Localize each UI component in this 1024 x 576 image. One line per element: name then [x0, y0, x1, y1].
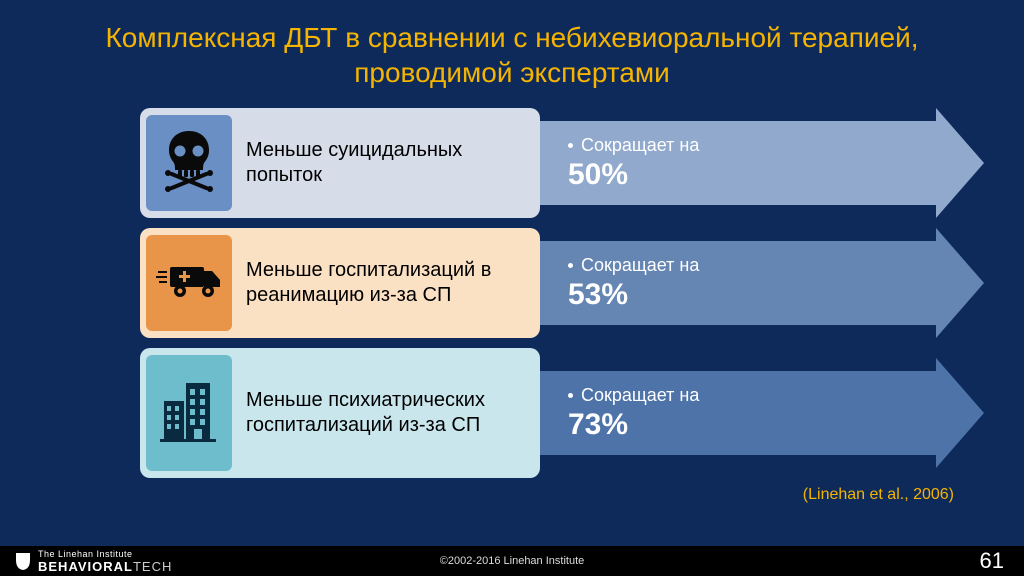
citation: (Linehan et al., 2006): [0, 486, 1024, 504]
row1-label: Меньше суицидальных попыток: [246, 138, 530, 188]
row3-label: Меньше психиатрических госпитализаций из…: [246, 388, 530, 438]
row-psych-hospitalizations: Меньше психиатрических госпитализаций из…: [140, 348, 984, 478]
ambulance-icon: [156, 259, 222, 308]
slide-title: Комплексная ДБТ в сравнении с небихевиор…: [0, 0, 1024, 100]
row2-bullet: Сокращает на: [568, 255, 936, 276]
hospital-icon: [158, 377, 220, 450]
skull-icon: [160, 129, 218, 198]
row3-arrow: Сокращает на 73%: [520, 348, 984, 478]
footer-logo: The Linehan Institute BEHAVIORALTECH: [0, 549, 172, 574]
row2-left-box: Меньше госпитализаций в реанимацию из-за…: [140, 228, 540, 338]
row2-percent: 53%: [568, 278, 936, 312]
bullet-icon: [568, 143, 573, 148]
footer-logo-light: TECH: [133, 559, 172, 574]
row1-bullet-text: Сокращает на: [581, 135, 699, 156]
row-er-hospitalizations: Меньше госпитализаций в реанимацию из-за…: [140, 228, 984, 338]
bullet-icon: [568, 263, 573, 268]
row2-label: Меньше госпитализаций в реанимацию из-за…: [246, 258, 530, 308]
row1-left-box: Меньше суицидальных попыток: [140, 108, 540, 218]
row3-left-box: Меньше психиатрических госпитализаций из…: [140, 348, 540, 478]
row1-bullet: Сокращает на: [568, 135, 936, 156]
logo-mark-icon: [14, 551, 32, 571]
row1-percent: 50%: [568, 158, 936, 192]
row1-icon-wrap: [146, 115, 232, 211]
row1-arrow: Сокращает на 50%: [520, 108, 984, 218]
row3-icon-wrap: [146, 355, 232, 471]
footer-page-number: 61: [980, 548, 1024, 574]
row-suicide-attempts: Меньше суицидальных попыток Сокращает на…: [140, 108, 984, 218]
comparison-rows: Меньше суицидальных попыток Сокращает на…: [0, 100, 1024, 478]
bullet-icon: [568, 393, 573, 398]
row3-bullet: Сокращает на: [568, 385, 936, 406]
slide-footer: The Linehan Institute BEHAVIORALTECH ©20…: [0, 546, 1024, 576]
footer-copyright: ©2002-2016 Linehan Institute: [440, 555, 585, 567]
footer-logo-bold: BEHAVIORAL: [38, 559, 133, 574]
row3-percent: 73%: [568, 408, 936, 442]
row2-bullet-text: Сокращает на: [581, 255, 699, 276]
row2-arrow: Сокращает на 53%: [520, 228, 984, 338]
footer-logo-small: The Linehan Institute: [38, 549, 172, 559]
row2-icon-wrap: [146, 235, 232, 331]
footer-logo-big: BEHAVIORALTECH: [38, 559, 172, 574]
row3-bullet-text: Сокращает на: [581, 385, 699, 406]
